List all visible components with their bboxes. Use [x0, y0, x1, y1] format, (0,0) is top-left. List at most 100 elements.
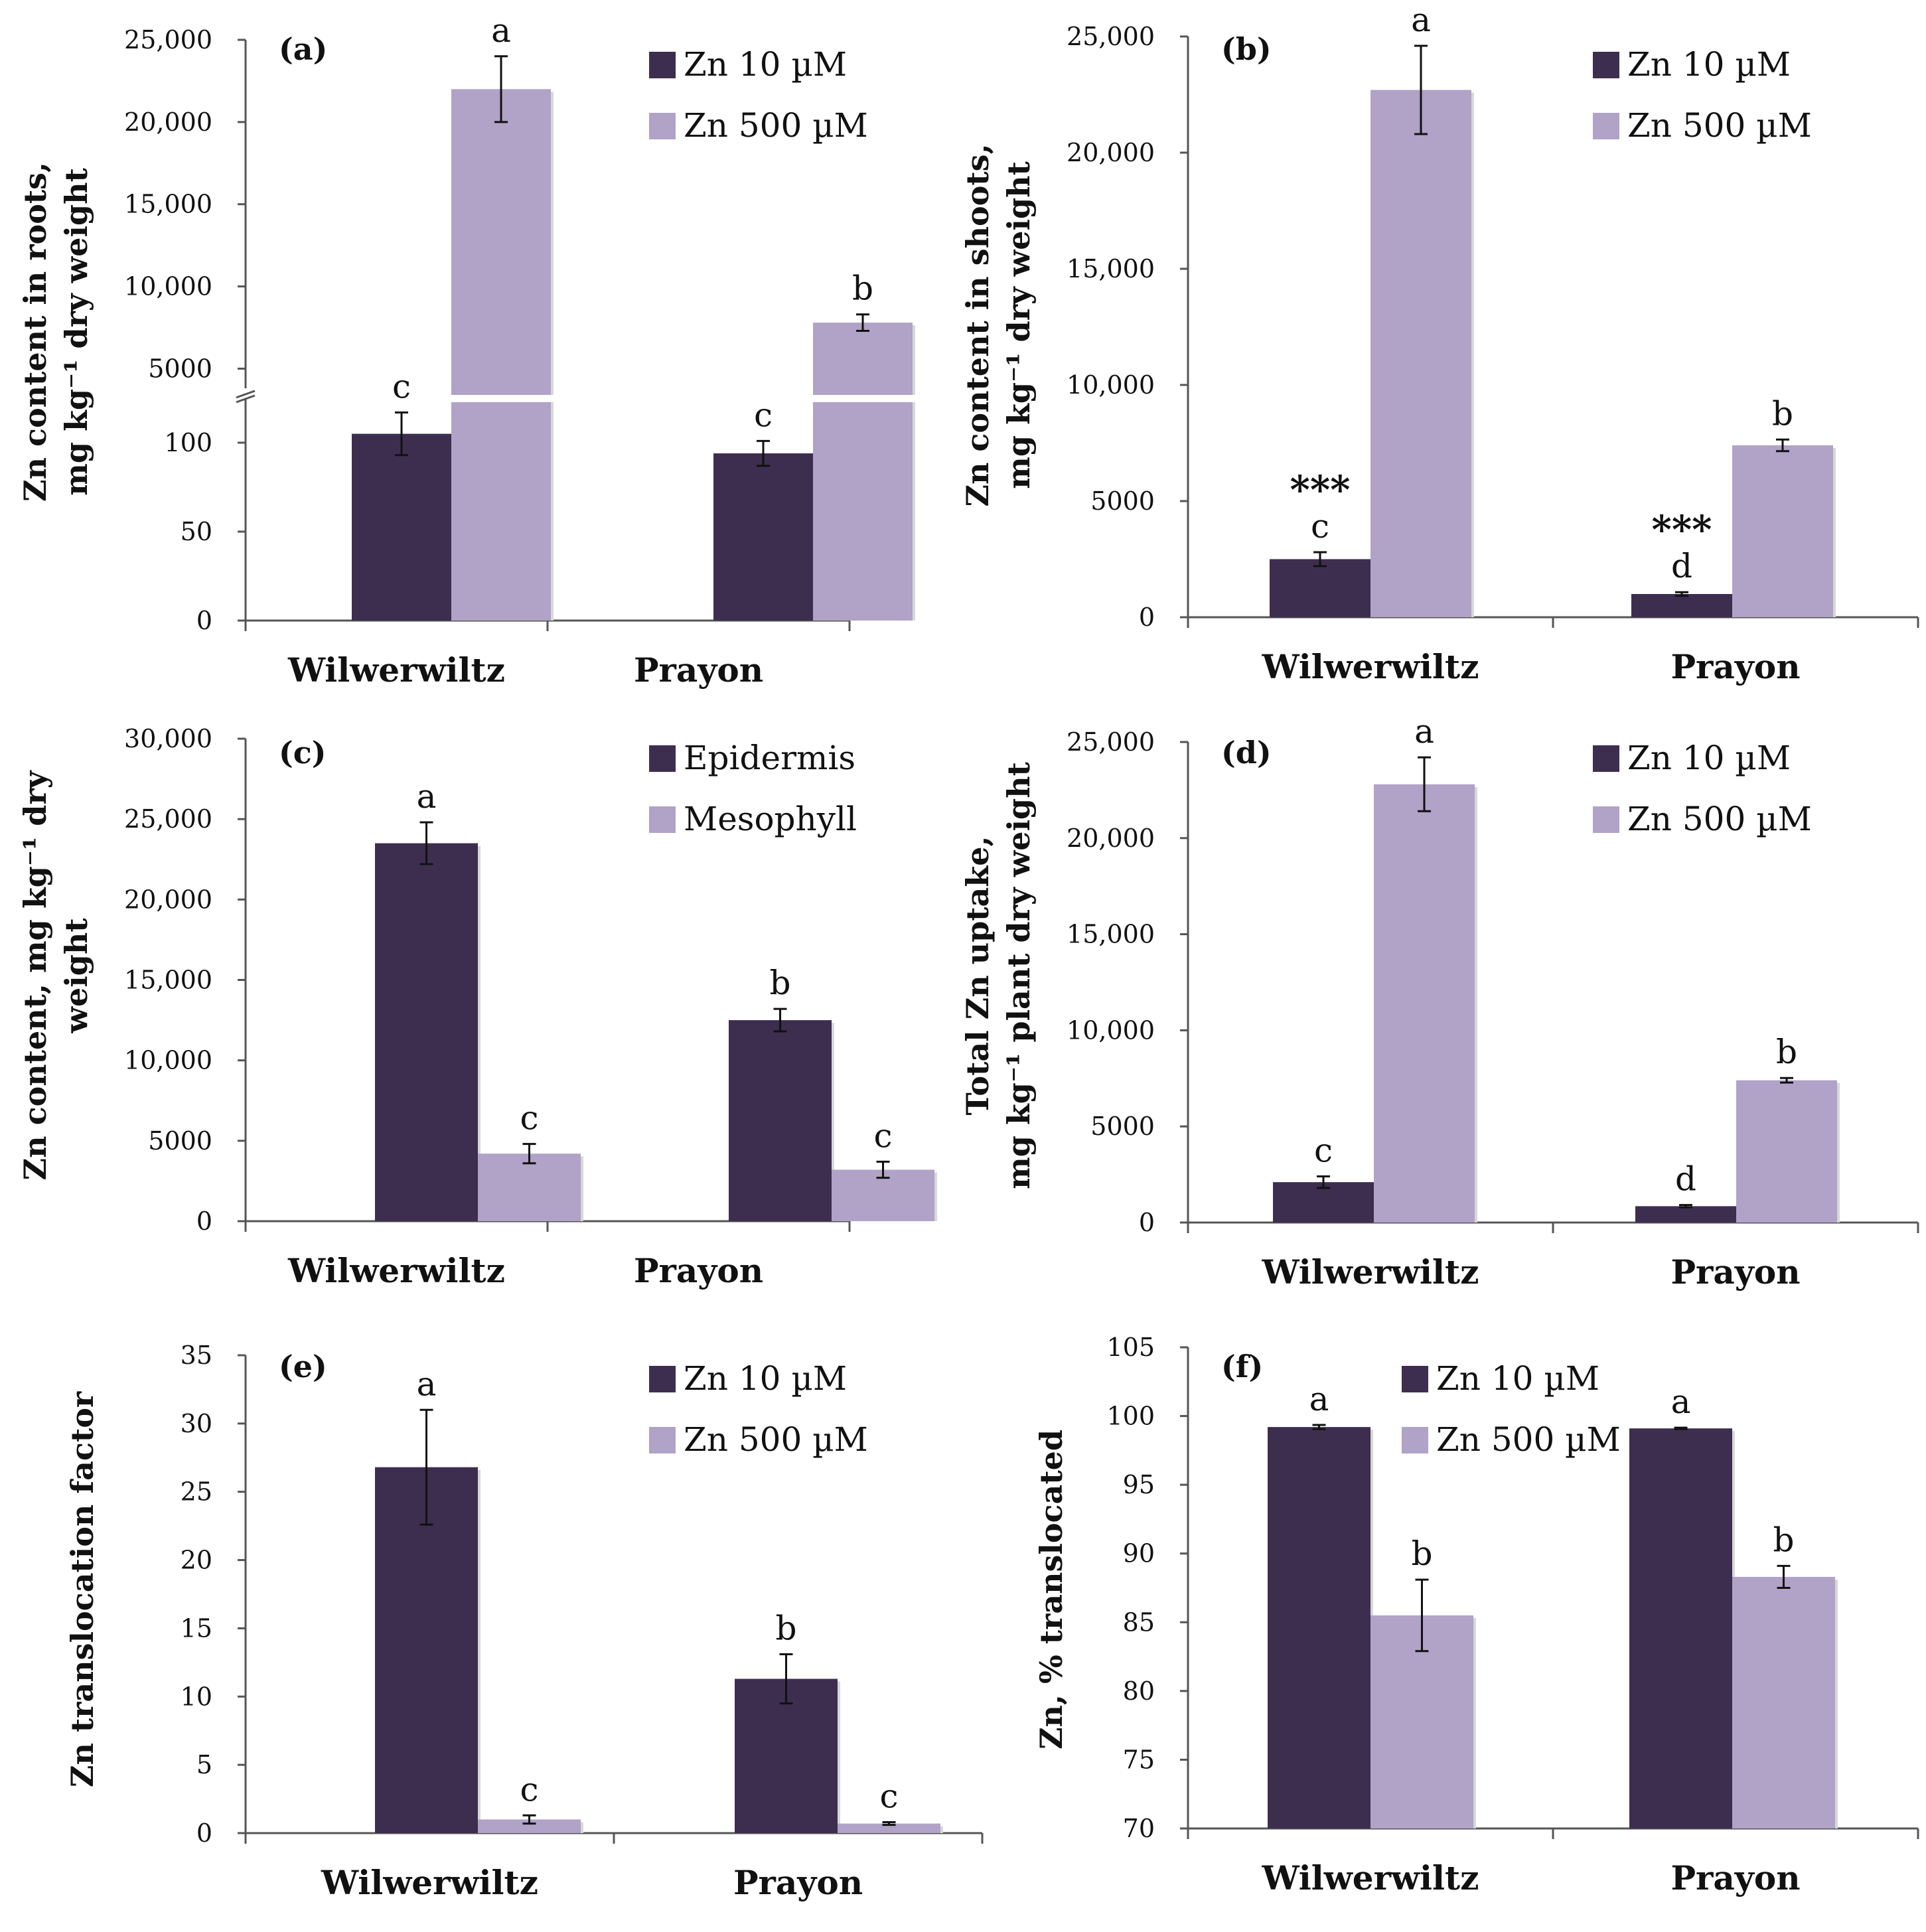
y-tick-label: 85	[1123, 1607, 1155, 1637]
significance-letter: a	[1671, 1382, 1691, 1421]
y-tick-label: 0	[1139, 1208, 1155, 1237]
significance-letter: a	[417, 777, 437, 816]
panel-label: (b)	[1221, 31, 1272, 67]
y-tick-label: 10,000	[1067, 1015, 1155, 1045]
y-tick-label: 20	[181, 1546, 212, 1575]
significance-letter: b	[1772, 394, 1793, 433]
y-axis-title: mg kg⁻¹ dry weight	[1001, 161, 1037, 488]
bar	[375, 843, 478, 1221]
panel-d: 0 5000 10,000 15,000 20,000 25,000 Wilwerwiltz…	[960, 712, 1919, 1292]
x-category-label: Wilwerwiltz	[321, 1863, 538, 1902]
legend-label: Zn 500 µM	[1627, 106, 1812, 145]
y-axis-title: Zn, % translocated	[1033, 1430, 1069, 1749]
x-category-label: Wilwerwiltz	[287, 650, 505, 690]
significance-letter: b	[769, 964, 790, 1002]
y-tick-label: 35	[181, 1341, 212, 1370]
significance-letter: c	[520, 1770, 538, 1809]
panel-label: (a)	[279, 31, 327, 67]
y-tick-label: 20,000	[124, 108, 212, 137]
y-tick-label: 15,000	[124, 190, 212, 219]
bar	[838, 1823, 940, 1833]
y-axis-title: mg kg⁻¹ plant dry weight	[1001, 761, 1037, 1189]
significance-letter: b	[1773, 1521, 1794, 1559]
panel-label: (e)	[279, 1349, 327, 1384]
legend-label: Zn 500 µM	[684, 1420, 868, 1459]
y-tick-label: 25	[181, 1477, 212, 1507]
y-tick-label: 95	[1123, 1470, 1155, 1499]
significance-letter: d	[1671, 547, 1692, 585]
x-category-label: Prayon	[733, 1863, 863, 1902]
y-tick-label: 0	[1139, 603, 1155, 632]
y-tick-label: 15,000	[1067, 920, 1155, 949]
y-tick-label: 20,000	[1067, 138, 1155, 167]
y-tick-label: 10,000	[124, 272, 212, 301]
significance-letter: c	[873, 1116, 892, 1155]
y-tick-label: 0	[196, 1819, 212, 1848]
y-tick-label: 90	[1123, 1539, 1155, 1568]
y-axis-title: Zn translocation factor	[64, 1391, 100, 1787]
bar	[1270, 559, 1370, 617]
significance-stars: ***	[1652, 507, 1712, 552]
significance-letter: b	[1411, 1534, 1432, 1573]
bar	[1374, 784, 1475, 1223]
bar	[1736, 1080, 1837, 1223]
legend-swatch	[649, 806, 676, 833]
bar	[375, 1467, 478, 1833]
axis-break-mark	[236, 394, 256, 404]
significance-letter: d	[1675, 1160, 1696, 1199]
bar	[735, 1678, 838, 1833]
significance-letter: a	[1411, 1, 1431, 39]
panel-label: (c)	[279, 735, 327, 771]
bar-break-gap	[450, 395, 555, 402]
y-axis-title: mg kg⁻¹ dry weight	[58, 167, 94, 495]
y-tick-label: 50	[181, 517, 212, 546]
bar	[729, 1020, 832, 1221]
bar-break-gap	[812, 395, 917, 402]
legend-swatch	[649, 1366, 676, 1392]
legend-label: Zn 500 µM	[684, 106, 868, 145]
significance-stars: ***	[1290, 467, 1351, 512]
x-category-label: Wilwerwiltz	[1262, 1858, 1479, 1897]
y-tick-label: 20,000	[124, 885, 212, 914]
significance-letter: b	[1776, 1033, 1797, 1071]
y-axis-title: Zn content in shoots,	[960, 143, 996, 506]
bar	[478, 1153, 581, 1221]
significance-letter: a	[491, 11, 511, 50]
y-tick-label: 15,000	[1067, 254, 1155, 283]
legend-label: Zn 10 µM	[1436, 1359, 1599, 1398]
panel-label: (d)	[1221, 735, 1272, 771]
panel-c: 0 5000 10,000 15,000 20,000 25,000 30,000 Wilwe…	[17, 724, 937, 1290]
significance-letter: a	[417, 1365, 437, 1403]
legend-swatch	[1593, 52, 1619, 78]
panel-a: 0 50 100 5000 10,000 15,000 20,000 25,000 Wilwer…	[17, 11, 917, 690]
x-category-label: Prayon	[1670, 647, 1800, 686]
bar	[1732, 1576, 1835, 1828]
legend-swatch	[1593, 113, 1619, 139]
legend-label: Zn 500 µM	[1627, 800, 1812, 838]
y-tick-label: 0	[196, 606, 212, 635]
legend-swatch	[1593, 806, 1619, 833]
significance-letter: c	[1314, 1131, 1333, 1169]
x-category-label: Prayon	[634, 650, 763, 690]
bar	[1268, 1427, 1370, 1828]
legend-label: Zn 500 µM	[1436, 1420, 1621, 1459]
y-tick-label: 5000	[148, 1126, 212, 1155]
y-tick-label: 75	[1123, 1745, 1155, 1774]
significance-letter: c	[1311, 507, 1329, 546]
y-tick-label: 5	[196, 1750, 212, 1779]
y-tick-label: 30	[181, 1409, 212, 1438]
y-tick-label: 100	[164, 428, 212, 457]
y-tick-label: 10,000	[1067, 370, 1155, 400]
panel-label: (f)	[1221, 1349, 1263, 1384]
y-axis-title: Zn content in roots,	[17, 162, 53, 502]
legend-label: Zn 10 µM	[684, 1359, 847, 1398]
significance-letter: c	[520, 1099, 538, 1138]
y-tick-label: 5000	[148, 354, 212, 383]
y-tick-label: 100	[1106, 1402, 1155, 1431]
x-category-label: Prayon	[1670, 1858, 1800, 1897]
y-tick-label: 25,000	[124, 25, 212, 54]
bar	[352, 433, 451, 621]
y-tick-label: 105	[1106, 1333, 1155, 1362]
y-tick-label: 15	[181, 1613, 212, 1643]
